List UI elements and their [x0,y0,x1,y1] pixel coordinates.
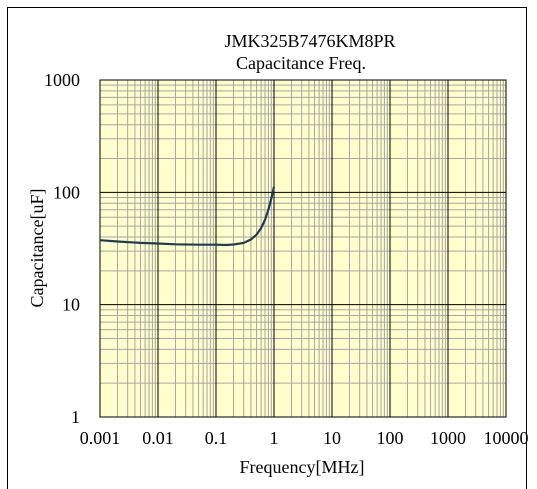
x-tick-label: 10 [323,428,341,448]
chart-subtitle: Capacitance Freq. [236,53,366,73]
series-layer [99,186,276,247]
x-tick-label: 0.001 [80,428,121,448]
y-tick-label: 10 [62,295,80,315]
x-tick-label: 100 [377,428,404,448]
x-tick-label: 1000 [430,428,466,448]
plot-border [99,79,507,418]
plot-area [100,80,506,417]
x-tick-label: 1 [270,428,279,448]
y-tick-label: 1000 [44,70,80,90]
chart-frame [7,7,527,489]
chart-title: JMK325B7476KM8PR [224,31,395,51]
y-tick-labels: 1 10 100 1000 [44,70,80,427]
x-tick-label: 10000 [484,428,529,448]
series-line [99,186,276,247]
y-tick-label: 1 [71,407,80,427]
x-tick-label: 0.01 [142,428,174,448]
x-tick-labels: 0.001 0.01 0.1 1 10 100 1000 10000 [80,428,529,448]
x-tick-label: 0.1 [205,428,228,448]
y-tick-label: 100 [53,182,80,202]
y-axis-label: Capacitance[uF] [27,189,47,308]
x-axis-label: Frequency[MHz] [240,457,365,477]
minor-gridlines [100,80,506,417]
